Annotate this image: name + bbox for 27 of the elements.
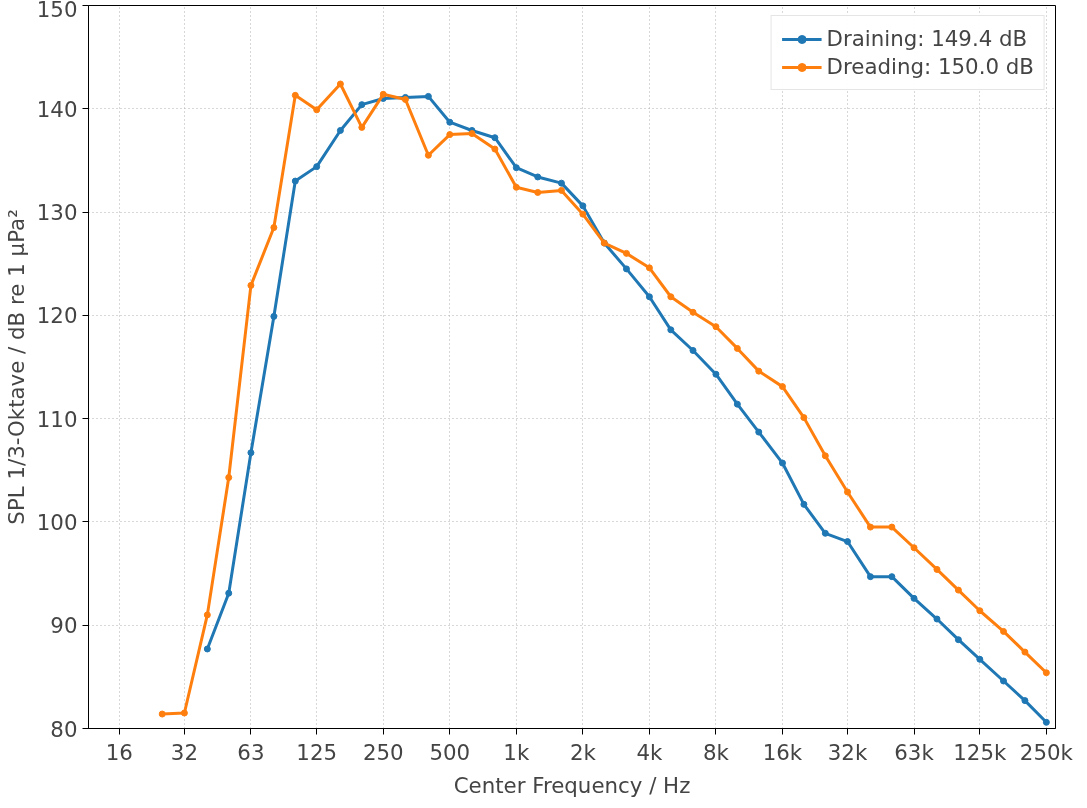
x-tick-label: 2k bbox=[569, 739, 597, 765]
x-tick-label: 125k bbox=[953, 739, 1007, 765]
x-tick-label: 4k bbox=[636, 739, 664, 765]
x-tick-label: 8k bbox=[702, 739, 730, 765]
y-tick-label: 130 bbox=[36, 200, 78, 226]
legend-label: Dreading: 150.0 dB bbox=[826, 54, 1034, 79]
x-tick-label: 125 bbox=[296, 739, 338, 765]
x-tick-label: 1k bbox=[503, 739, 530, 765]
x-tick-label: 32 bbox=[170, 739, 198, 765]
y-tick-label: 90 bbox=[50, 613, 78, 639]
y-tick-label: 100 bbox=[36, 509, 78, 535]
x-tick-label: 16k bbox=[762, 739, 803, 765]
y-tick-label: 150 bbox=[36, 0, 78, 22]
x-tick-label: 500 bbox=[429, 739, 471, 765]
x-tick-label: 250 bbox=[362, 739, 404, 765]
x-axis-title: Center Frequency / Hz bbox=[453, 772, 691, 798]
x-tick-label: 63k bbox=[894, 739, 935, 765]
y-tick-label: 120 bbox=[36, 303, 78, 329]
x-tick-label: 16 bbox=[105, 739, 133, 765]
x-tick-label: 250k bbox=[1019, 739, 1074, 765]
legend-label: Draining: 149.4 dB bbox=[826, 26, 1028, 51]
y-tick-label: 110 bbox=[36, 406, 78, 432]
y-tick-label: 140 bbox=[36, 96, 78, 122]
y-tick-label: 80 bbox=[50, 716, 78, 742]
x-tick-label: 63 bbox=[237, 739, 265, 765]
y-axis-title: SPL 1/3-Oktave / dB re 1 µPa² bbox=[3, 209, 29, 525]
x-tick-label: 32k bbox=[827, 739, 868, 765]
